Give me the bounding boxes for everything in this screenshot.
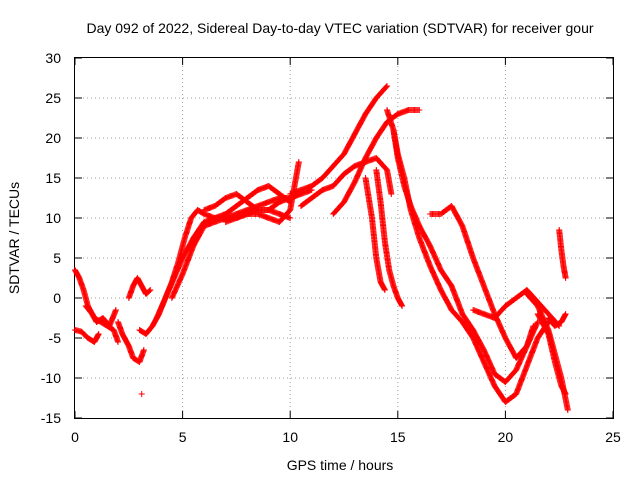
x-tick-label: 20 (498, 429, 514, 445)
data-point (562, 311, 569, 317)
x-tick-label: 10 (282, 429, 298, 445)
data-point (564, 407, 571, 413)
series-sat-k (287, 83, 391, 197)
y-tick-label: 10 (45, 210, 61, 226)
data-point (398, 302, 405, 308)
series-sat-q (390, 127, 537, 385)
data-point (146, 287, 153, 294)
data-point (140, 347, 147, 353)
data-point (112, 307, 119, 313)
series-sat-n (362, 175, 388, 293)
series-sat-r (427, 203, 541, 361)
x-tick-label: 5 (179, 429, 187, 445)
data-point (95, 332, 102, 338)
data-point (562, 390, 569, 396)
x-tick-label: 0 (71, 429, 79, 445)
chart-title: Day 092 of 2022, Sidereal Day-to-day VTE… (86, 20, 593, 36)
data-point (384, 83, 391, 89)
series-sat-v (545, 311, 569, 329)
series-sat-e (125, 275, 154, 301)
data-point (381, 287, 388, 293)
data-point (147, 287, 154, 293)
data-point (287, 215, 294, 221)
data-point (138, 391, 145, 397)
plot-frame (74, 57, 614, 419)
axis-ticks: 0 5 10 15 20 25 -15 -10 -5 0 5 10 15 20 25 30 (41, 50, 621, 445)
series-sat-c (82, 303, 119, 329)
x-tick-label: 15 (390, 429, 406, 445)
y-tick-label: 0 (53, 290, 61, 306)
series-sat-d (115, 319, 147, 365)
series-sat-w (556, 227, 569, 281)
data-point (381, 286, 388, 292)
x-axis-label: GPS time / hours (287, 457, 394, 473)
y-tick-label: 25 (45, 90, 61, 106)
data-point (416, 107, 423, 113)
series-sat-l (297, 155, 395, 209)
y-axis-label: SDTVAR / TECUs (6, 182, 22, 294)
data-point (115, 339, 122, 345)
y-tick-label: 15 (45, 170, 61, 186)
y-tick-label: 5 (53, 250, 61, 266)
y-tick-label: -10 (41, 370, 61, 386)
data-point (399, 303, 406, 309)
series-sat-u (534, 311, 569, 397)
y-tick-label: -5 (49, 330, 62, 346)
series-sat-x (138, 391, 145, 397)
data-series (72, 83, 571, 413)
data-point (295, 159, 302, 165)
series-sat-b (72, 327, 102, 345)
data-point (383, 83, 390, 90)
data-point (388, 191, 395, 197)
series-sat-p (384, 107, 552, 405)
series-sat-o (330, 107, 423, 217)
series-sat-j (222, 159, 302, 225)
y-tick-label: 20 (45, 130, 61, 146)
data-point (95, 331, 102, 337)
y-tick-label: 30 (45, 50, 61, 66)
x-tick-label: 25 (605, 429, 621, 445)
series-sat-m (373, 167, 406, 309)
data-point (562, 275, 569, 281)
data-point (562, 312, 569, 318)
data-point (562, 391, 569, 397)
grid-lines (75, 58, 613, 418)
y-tick-label: -15 (41, 410, 61, 426)
